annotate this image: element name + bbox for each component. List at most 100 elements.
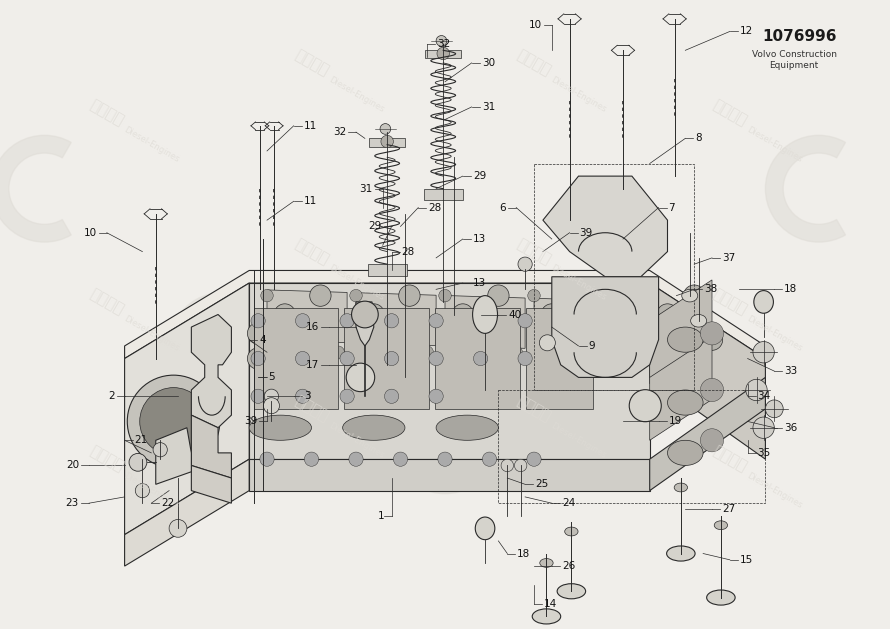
Circle shape (765, 400, 783, 418)
Polygon shape (650, 337, 712, 440)
Circle shape (577, 285, 598, 306)
Text: 18: 18 (784, 284, 797, 294)
Text: 24: 24 (562, 498, 575, 508)
Circle shape (436, 36, 447, 46)
Text: 12: 12 (740, 26, 753, 36)
Text: 6: 6 (499, 203, 506, 213)
Circle shape (518, 257, 532, 271)
Text: 7: 7 (668, 203, 676, 213)
Polygon shape (552, 277, 659, 377)
Text: 38: 38 (704, 284, 717, 294)
Text: 27: 27 (722, 504, 735, 515)
Ellipse shape (667, 546, 695, 561)
Circle shape (261, 289, 273, 302)
Text: Diesel-Engines: Diesel-Engines (122, 471, 181, 510)
Text: 紫发动力: 紫发动力 (514, 47, 554, 79)
Text: Diesel-Engines: Diesel-Engines (122, 125, 181, 164)
Circle shape (657, 304, 678, 325)
Polygon shape (267, 290, 347, 343)
Text: 紫发动力: 紫发动力 (87, 443, 126, 475)
Circle shape (153, 443, 167, 457)
Ellipse shape (668, 440, 703, 465)
Ellipse shape (532, 609, 561, 624)
Text: 紫发动力: 紫发动力 (292, 393, 331, 425)
Text: 13: 13 (473, 278, 486, 288)
Circle shape (452, 304, 473, 325)
Ellipse shape (564, 527, 578, 536)
Circle shape (251, 314, 265, 328)
Circle shape (473, 314, 488, 328)
Text: 25: 25 (535, 479, 548, 489)
Ellipse shape (475, 517, 495, 540)
Ellipse shape (754, 291, 773, 313)
Text: 9: 9 (588, 341, 595, 351)
Circle shape (488, 285, 509, 306)
Polygon shape (356, 292, 436, 345)
Ellipse shape (675, 483, 688, 492)
Text: 39: 39 (244, 416, 257, 426)
Polygon shape (125, 283, 249, 535)
Circle shape (746, 379, 767, 401)
Circle shape (572, 327, 585, 340)
Circle shape (501, 459, 514, 472)
Text: 14: 14 (544, 599, 557, 609)
Text: 紫发动力: 紫发动力 (710, 443, 749, 475)
Text: 紫发动力: 紫发动力 (514, 236, 554, 267)
Circle shape (483, 327, 496, 340)
Circle shape (384, 389, 399, 403)
Circle shape (363, 304, 384, 325)
Text: 23: 23 (66, 498, 79, 508)
Polygon shape (191, 314, 231, 428)
Circle shape (350, 289, 362, 302)
Circle shape (700, 429, 724, 452)
Text: 34: 34 (757, 391, 771, 401)
Circle shape (295, 314, 310, 328)
Bar (435, 308, 520, 409)
Text: 16: 16 (306, 322, 320, 332)
Text: Diesel-Engines: Diesel-Engines (327, 421, 385, 460)
Wedge shape (169, 292, 249, 399)
Circle shape (129, 454, 147, 471)
Circle shape (753, 417, 774, 438)
Circle shape (701, 329, 723, 350)
Polygon shape (156, 428, 191, 484)
Circle shape (684, 285, 705, 306)
Text: 紫发动力: 紫发动力 (87, 97, 126, 129)
Text: 5: 5 (268, 372, 275, 382)
Bar (369, 138, 405, 147)
Text: 20: 20 (66, 460, 79, 470)
Circle shape (527, 452, 541, 466)
Wedge shape (765, 135, 846, 242)
Wedge shape (392, 387, 472, 494)
Ellipse shape (715, 521, 728, 530)
Circle shape (283, 342, 304, 363)
Text: 紫发动力: 紫发动力 (87, 286, 126, 318)
Circle shape (518, 352, 532, 365)
Ellipse shape (436, 415, 498, 440)
Circle shape (394, 327, 407, 340)
Polygon shape (249, 459, 650, 491)
Polygon shape (125, 459, 249, 566)
Circle shape (127, 375, 220, 468)
Text: 28: 28 (401, 247, 415, 257)
Text: 18: 18 (517, 548, 530, 559)
Circle shape (439, 289, 451, 302)
Text: 28: 28 (428, 203, 441, 213)
Circle shape (135, 484, 150, 498)
Circle shape (629, 390, 661, 421)
Bar (254, 308, 338, 409)
Polygon shape (650, 283, 765, 459)
Circle shape (393, 452, 408, 466)
Text: 17: 17 (306, 360, 320, 370)
Text: 13: 13 (473, 234, 486, 244)
Circle shape (263, 398, 279, 414)
Ellipse shape (668, 390, 703, 415)
Circle shape (461, 342, 482, 363)
Text: 1076996: 1076996 (762, 29, 837, 44)
Text: 4: 4 (259, 335, 266, 345)
Circle shape (429, 314, 443, 328)
Polygon shape (650, 280, 712, 384)
Text: 紫发动力: 紫发动力 (710, 286, 749, 318)
Circle shape (332, 346, 344, 359)
Text: 10: 10 (84, 228, 97, 238)
